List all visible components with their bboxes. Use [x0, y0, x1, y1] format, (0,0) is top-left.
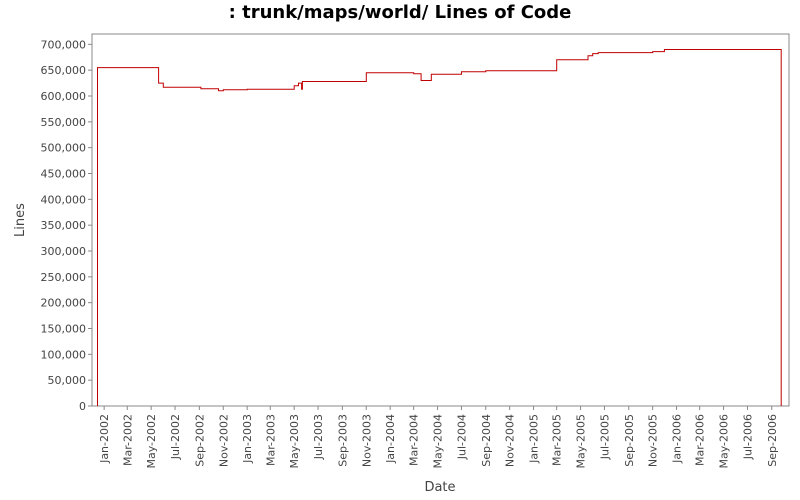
y-tick-label: 600,000: [41, 90, 87, 103]
x-tick-label: Jan-2003: [241, 414, 254, 464]
x-tick-label: Jan-2005: [528, 414, 541, 464]
x-tick-label: Mar-2002: [121, 414, 134, 466]
y-tick-label: 300,000: [41, 245, 87, 258]
y-tick-label: 100,000: [41, 348, 87, 361]
chart-title: : trunk/maps/world/ Lines of Code: [228, 2, 572, 23]
y-tick-label: 650,000: [41, 64, 87, 77]
y-tick-label: 500,000: [41, 142, 87, 155]
series-layer: [97, 49, 782, 406]
y-axis: 0 50,000 100,000 150,000 200,000 250,000 300,0…: [41, 38, 92, 413]
y-tick-label: 250,000: [41, 271, 87, 284]
x-tick-label: Mar-2006: [694, 414, 707, 466]
y-tick-label: 700,000: [41, 38, 87, 51]
x-tick-label: Mar-2005: [551, 414, 564, 466]
x-tick-label: Jan-2002: [98, 414, 111, 464]
x-tick-label: Sep-2003: [336, 414, 349, 467]
x-tick-label: Sep-2004: [480, 414, 493, 467]
y-tick-label: 0: [79, 400, 86, 413]
y-tick-label: 400,000: [41, 193, 87, 206]
x-tick-label: Jan-2006: [671, 414, 684, 464]
x-tick-label: May-2006: [718, 414, 731, 469]
y-tick-label: 350,000: [41, 219, 87, 232]
x-tick-label: Jul-2006: [741, 414, 754, 460]
x-axis: Jan-2002 Mar-2002 May-2002 Jul-2002 Sep-2002…: [98, 406, 779, 469]
x-axis-label: Date: [424, 480, 455, 495]
x-tick-label: May-2003: [288, 414, 301, 469]
x-tick-label: Jul-2002: [169, 414, 182, 460]
x-tick-label: Nov-2004: [504, 414, 517, 467]
y-axis-label: Lines: [13, 203, 28, 237]
x-tick-label: Jul-2003: [312, 414, 325, 460]
x-tick-label: Nov-2002: [217, 414, 230, 467]
x-tick-label: Mar-2003: [264, 414, 277, 466]
y-tick-label: 200,000: [41, 297, 87, 310]
x-tick-label: Nov-2003: [360, 414, 373, 467]
x-tick-label: Sep-2002: [193, 414, 206, 467]
y-tick-label: 550,000: [41, 116, 87, 129]
x-tick-label: Sep-2006: [766, 414, 779, 467]
y-tick-label: 150,000: [41, 323, 87, 336]
x-tick-label: Jul-2005: [598, 414, 611, 460]
x-tick-label: Mar-2004: [408, 414, 421, 466]
y-tick-label: 50,000: [48, 374, 87, 387]
x-tick-label: May-2005: [575, 414, 588, 469]
plot-area: [91, 33, 790, 407]
lines-of-code-series-line: [97, 49, 782, 406]
x-tick-label: Jan-2004: [384, 414, 397, 464]
x-tick-label: May-2002: [145, 414, 158, 469]
x-tick-label: Jul-2004: [455, 414, 468, 460]
y-tick-label: 450,000: [41, 168, 87, 181]
x-tick-label: May-2004: [432, 414, 445, 469]
x-tick-label: Nov-2005: [647, 414, 660, 467]
x-tick-label: Sep-2005: [623, 414, 636, 467]
